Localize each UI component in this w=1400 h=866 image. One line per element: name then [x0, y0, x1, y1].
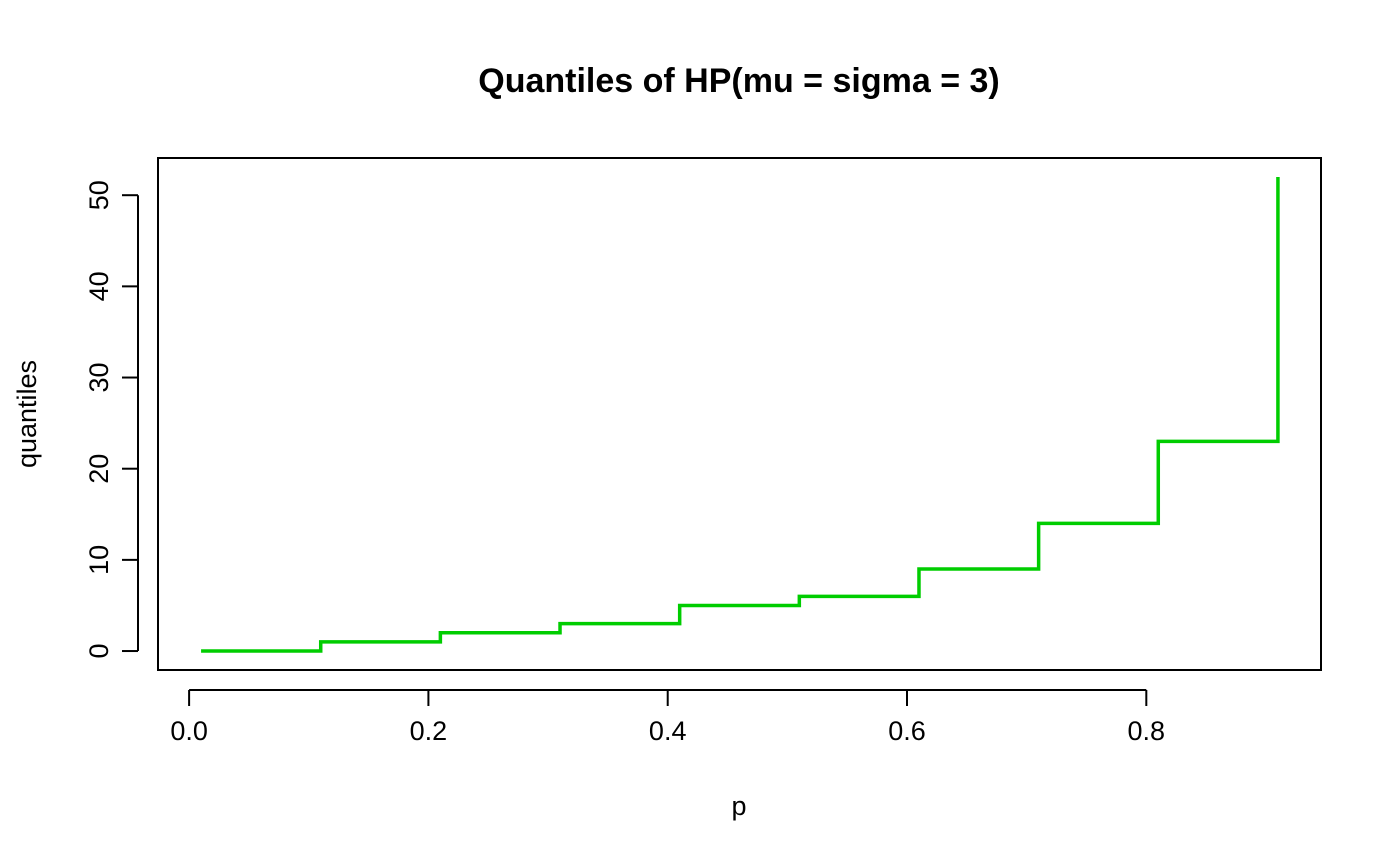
y-tick-label: 10 [84, 545, 114, 575]
y-axis: 0 10 20 30 40 50 [84, 180, 139, 659]
x-tick-label: 0.4 [649, 716, 687, 746]
y-tick-label: 0 [84, 644, 114, 659]
x-tick-label: 0.0 [170, 716, 208, 746]
series-layer [201, 176, 1280, 653]
series-line [201, 176, 1280, 653]
x-tick-label: 0.2 [410, 716, 448, 746]
plot-frame [157, 157, 1322, 671]
x-tick-label: 0.6 [888, 716, 926, 746]
y-tick-label: 30 [84, 363, 114, 393]
y-tick-label: 40 [84, 271, 114, 301]
y-axis-label: quantiles [12, 360, 42, 468]
x-axis: 0.0 0.2 0.4 0.6 0.8 [170, 689, 1166, 746]
chart-title: Quantiles of HP(mu = sigma = 3) [478, 62, 999, 100]
x-axis-label: p [731, 791, 746, 821]
y-tick-label: 20 [84, 454, 114, 484]
x-tick-label: 0.8 [1128, 716, 1166, 746]
y-tick-label: 50 [84, 180, 114, 210]
